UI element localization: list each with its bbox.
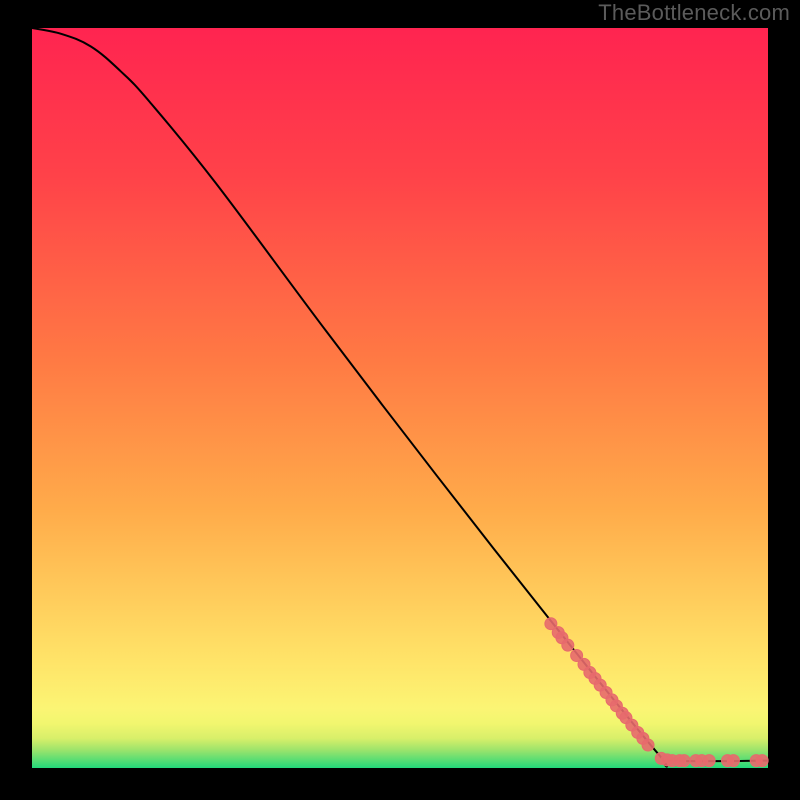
- scatter-markers: [545, 618, 768, 767]
- curve-line: [32, 28, 768, 767]
- marker-point: [678, 755, 690, 767]
- watermark-text: TheBottleneck.com: [598, 0, 790, 26]
- marker-point: [562, 639, 574, 651]
- marker-point: [756, 755, 768, 767]
- marker-point: [703, 755, 715, 767]
- chart-frame: TheBottleneck.com: [0, 0, 800, 800]
- plot-area: [32, 28, 768, 768]
- chart-svg: [32, 28, 768, 768]
- marker-point: [727, 755, 739, 767]
- marker-point: [642, 739, 654, 751]
